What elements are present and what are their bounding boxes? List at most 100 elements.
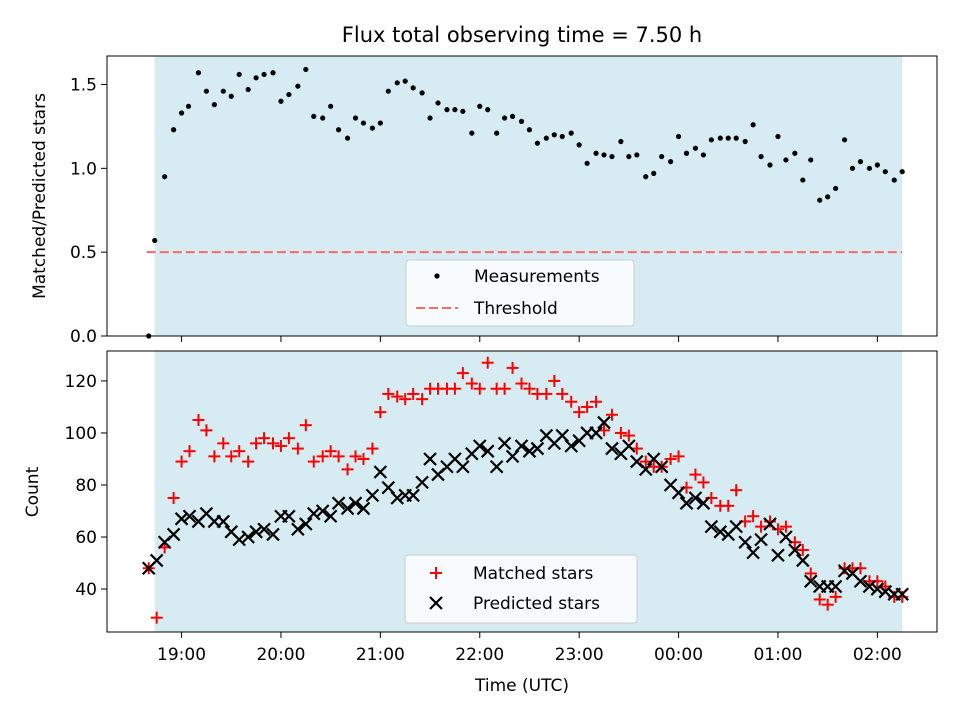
- predicted-star-point: [480, 444, 495, 458]
- measurement-point: [742, 138, 748, 145]
- measurement-point: [286, 91, 292, 98]
- measurement-point: [874, 162, 880, 168]
- matched-star-point: [233, 445, 246, 458]
- ratio-plot-frame: [106, 55, 938, 337]
- predicted-star-point: [853, 574, 868, 589]
- measurement-point: [360, 120, 367, 126]
- predicted-star-point: [415, 475, 429, 490]
- measurement-point: [352, 115, 359, 121]
- measurement-point: [195, 70, 202, 76]
- matched-star-point: [465, 377, 478, 390]
- measurement-point: [758, 153, 764, 160]
- measurement-point: [394, 80, 400, 86]
- matched-star-point: [192, 413, 205, 426]
- predicted-star-point: [241, 530, 255, 544]
- measurement-point: [841, 137, 848, 143]
- matched-star-point: [672, 450, 685, 463]
- measurement-point: [203, 88, 210, 94]
- predicted-star-point: [356, 501, 371, 516]
- matched-star-point: [622, 429, 635, 442]
- count-x-tick-label: 21:00: [356, 645, 405, 665]
- measurement-point: [800, 177, 806, 183]
- measurement-point: [634, 152, 640, 158]
- legend-measurements-marker: [434, 273, 440, 279]
- matched-star-point: [332, 450, 345, 463]
- predicted-star-point: [729, 519, 743, 534]
- measurement-point: [469, 130, 475, 136]
- ratio-y-tick-label: 1.5: [70, 76, 97, 96]
- measurement-point: [767, 162, 773, 168]
- measurement-point: [750, 122, 756, 128]
- predicted-star-point: [472, 439, 487, 453]
- matched-star-point: [183, 445, 196, 458]
- predicted-star-point: [679, 496, 694, 510]
- predicted-star-point: [696, 496, 711, 510]
- matched-star-point: [250, 437, 263, 450]
- matched-star-point: [299, 419, 312, 432]
- measurement-point: [320, 115, 326, 121]
- legend-measurements-label: Measurements: [474, 267, 600, 287]
- measurement-point: [477, 103, 483, 109]
- measurement-point: [518, 118, 525, 124]
- predicted-star-point: [348, 496, 363, 510]
- chart-title: Flux total observing time = 7.50 h: [342, 23, 702, 47]
- predicted-star-point: [331, 496, 346, 510]
- predicted-star-point: [257, 522, 271, 537]
- predicted-star-point: [654, 460, 669, 474]
- ratio-panel: 0.0 0.5 1.0 1.5 Matched/Predicted stars Mea…: [30, 55, 938, 347]
- measurement-point: [783, 157, 789, 163]
- predicted-star-point: [406, 488, 420, 503]
- matched-star-point: [548, 374, 561, 387]
- predicted-stars-points: [141, 415, 909, 602]
- predicted-star-point: [282, 509, 296, 523]
- measurement-point: [170, 127, 177, 133]
- measurement-point: [825, 194, 831, 200]
- predicted-star-point: [232, 532, 246, 547]
- predicted-star-point: [803, 574, 818, 589]
- measurement-point: [882, 169, 888, 175]
- measurement-point: [410, 85, 416, 91]
- measurement-point: [775, 133, 781, 140]
- predicted-star-point: [763, 517, 777, 531]
- legend-threshold-label: Threshold: [473, 299, 558, 319]
- measurement-point: [849, 165, 856, 171]
- measurement-point: [891, 177, 897, 183]
- matched-star-point: [581, 400, 594, 413]
- measurement-point: [402, 78, 408, 84]
- count-x-tick-label: 00:00: [654, 645, 703, 665]
- measurement-point: [593, 150, 599, 156]
- matched-star-point: [689, 468, 702, 481]
- measurement-point: [576, 142, 582, 148]
- ratio-y-axis: 0.0 0.5 1.0 1.5: [70, 76, 107, 347]
- matched-star-point: [324, 445, 337, 458]
- count-plot-frame: [106, 350, 938, 633]
- predicted-star-point: [589, 426, 603, 440]
- count-y-tick-label: 80: [75, 476, 97, 496]
- measurement-point: [618, 138, 624, 145]
- measurement-point: [700, 152, 707, 158]
- matched-star-point: [755, 520, 768, 533]
- matched-star-point: [664, 452, 677, 465]
- predicted-star-point: [638, 462, 653, 477]
- matched-star-point: [267, 437, 279, 450]
- matched-star-point: [225, 450, 238, 463]
- measurement-point: [295, 83, 301, 89]
- matched-star-point: [357, 452, 370, 465]
- measurement-point: [708, 137, 714, 143]
- measurement-point: [369, 125, 376, 131]
- matched-star-point: [282, 432, 295, 445]
- matched-star-point: [258, 432, 271, 445]
- matched-star-point: [217, 437, 230, 450]
- predicted-star-point: [564, 439, 578, 453]
- matched-star-point: [456, 367, 469, 380]
- predicted-star-point: [713, 525, 728, 539]
- predicted-star-point: [497, 436, 512, 451]
- measurement-point: [866, 165, 873, 171]
- measurement-point: [377, 120, 383, 126]
- measurement-point: [717, 135, 723, 141]
- predicted-star-point: [423, 452, 437, 466]
- measurement-point: [833, 185, 839, 192]
- ratio-legend: Measurements Threshold: [405, 259, 635, 327]
- measurement-point: [211, 102, 217, 108]
- measurement-point: [659, 153, 665, 160]
